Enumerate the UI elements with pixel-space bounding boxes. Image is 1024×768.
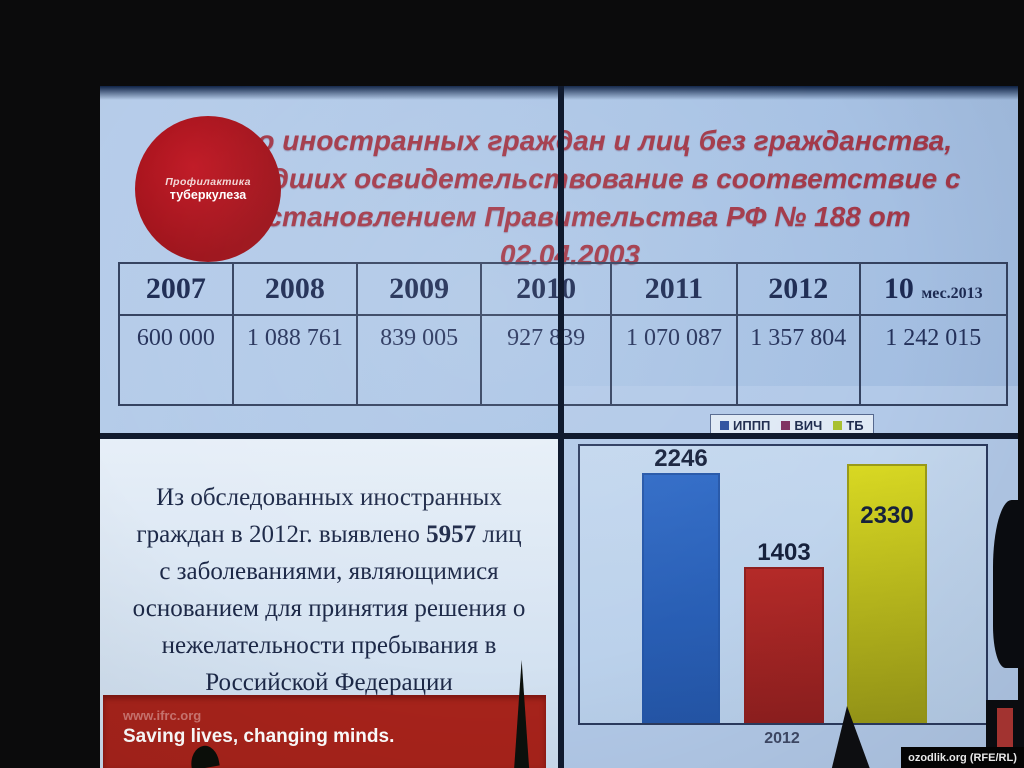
legend-label: ИППП: [733, 418, 771, 433]
year-value: 600 000: [118, 314, 234, 406]
table-value-row: 600 000 1 088 761 839 005 927 839 1 070 …: [118, 314, 1009, 406]
year-value: 1 088 761: [231, 314, 358, 406]
silhouette-head: [993, 500, 1024, 668]
header-10: 10: [883, 272, 914, 305]
legend-swatch-icon: [720, 421, 729, 430]
bar-plot: 2246 1403 2330: [578, 444, 988, 725]
year-header: 2007: [118, 262, 234, 316]
body-line: Российской Федерации: [205, 669, 453, 696]
year-header: 2009: [355, 262, 483, 316]
slide-title-line: прошедших освидетельствование в соответс…: [179, 163, 961, 194]
body-line2-post: лиц: [476, 521, 522, 548]
text-slide-panel: Из обследованных иностранных граждан в 2…: [100, 435, 558, 768]
video-wall-screen: Число иностранных граждан и лиц без граж…: [100, 86, 1018, 768]
bar-ИППП: [642, 473, 720, 723]
year-value: 1 357 804: [736, 314, 861, 406]
slide-title: Число иностранных граждан и лиц без граж…: [160, 122, 980, 274]
legend-label: ТБ: [846, 418, 864, 433]
body-line: Из обследованных иностранных: [156, 484, 502, 511]
tb-campaign-logo: Профилактика туберкулеза: [135, 116, 281, 262]
legend-item-vich: ВИЧ: [781, 418, 822, 433]
year-value: 1 070 087: [609, 314, 739, 406]
table-header-row: 2007 2008 2009 2010 2011 2012 10 мес.201…: [118, 262, 1009, 316]
banner-slogan: Saving lives, changing minds.: [123, 726, 395, 747]
body-line: основанием для принятия решения о: [132, 595, 526, 622]
body-paragraph: Из обследованных иностранных граждан в 2…: [110, 479, 548, 701]
body-line2-number: 5957: [426, 521, 477, 548]
bar-ВИЧ: [744, 567, 824, 723]
yearly-figures-table: 2007 2008 2009 2010 2011 2012 10 мес.201…: [118, 262, 1009, 406]
logo-text-line1: Профилактика: [165, 176, 251, 188]
body-line: с заболеваниями, являющимися: [159, 558, 499, 585]
body-line2-pre: граждан в 2012г. выявлено: [136, 521, 427, 548]
bar-ТБ: [847, 464, 927, 723]
year-header: 2008: [231, 262, 358, 316]
legend-label: ВИЧ: [794, 418, 823, 433]
legend-item-ippp: ИППП: [720, 418, 770, 433]
chart-slide-panel: ИППП ВИЧ ТБ 2246 1403 2330 2012: [564, 386, 1018, 768]
bar-value-label: 2246: [654, 445, 708, 472]
bar-value-label: 2330: [860, 502, 914, 529]
ifrc-red-banner: www.ifrc.org Saving lives, changing mind…: [103, 695, 546, 768]
red-strip-fragment: [997, 708, 1013, 754]
year-header-partial-2013: 10 мес.2013: [858, 262, 1009, 316]
year-value: 839 005: [355, 314, 483, 406]
year-value: 927 839: [480, 314, 612, 406]
legend-item-tb: ТБ: [833, 418, 864, 433]
logo-text-line2: туберкулеза: [169, 188, 247, 202]
header-mes-2013: мес.2013: [921, 285, 983, 302]
legend-swatch-icon: [833, 421, 843, 430]
banner-url: www.ifrc.org: [123, 708, 202, 723]
body-line: нежелательности пребывания в: [161, 632, 497, 659]
year-header: 2012: [736, 262, 861, 316]
year-header: 2010: [480, 262, 612, 316]
video-wall-vertical-bezel: [558, 86, 564, 768]
x-axis-category-label: 2012: [764, 730, 800, 747]
year-header: 2011: [609, 262, 739, 316]
legend-swatch-icon: [781, 421, 791, 430]
slide-title-line: Постановлением Правительства РФ № 188 от: [229, 201, 911, 232]
year-value: 1 242 015: [858, 314, 1009, 406]
bar-value-label: 1403: [757, 539, 811, 566]
body-line: граждан в 2012г. выявлено 5957 лиц: [110, 516, 548, 553]
photo-credit-watermark: ozodlik.org (RFE/RL): [901, 747, 1024, 768]
slide-title-line: Число иностранных граждан и лиц без граж…: [187, 125, 953, 156]
video-wall-horizontal-bezel: [100, 433, 1018, 439]
